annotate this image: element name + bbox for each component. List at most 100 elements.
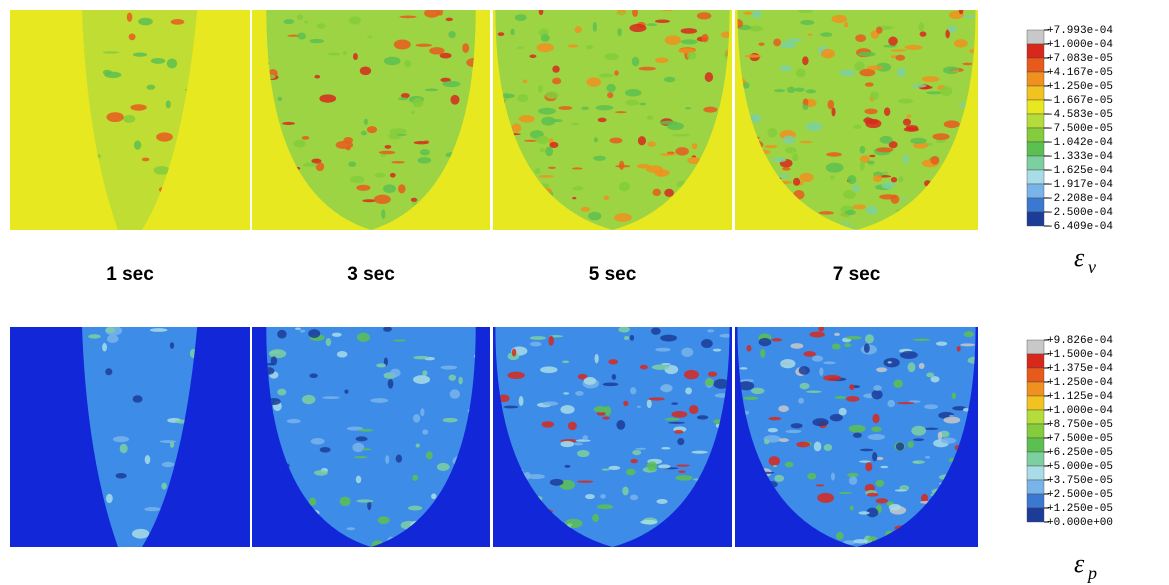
texture-patch (852, 205, 866, 210)
texture-patch (697, 415, 709, 419)
texture-patch (769, 417, 782, 420)
texture-patch (510, 29, 514, 36)
texture-patch (277, 389, 286, 396)
texture-patch (701, 34, 708, 42)
texture-patch (835, 396, 847, 399)
texture-patch (630, 387, 636, 394)
texture-patch (507, 372, 524, 379)
texture-patch (930, 156, 939, 165)
legend-label: +1.375e-04 (1047, 363, 1113, 375)
texture-patch (903, 155, 909, 164)
texture-patch (626, 469, 636, 476)
texture-patch (919, 363, 925, 369)
texture-patch (883, 171, 888, 176)
texture-patch (550, 479, 564, 486)
texture-patch (297, 14, 303, 20)
texture-patch (708, 372, 717, 377)
texture-patch (872, 414, 879, 424)
texture-patch (632, 57, 640, 66)
texture-patch (807, 473, 816, 480)
texture-patch (585, 494, 595, 499)
texture-patch (319, 94, 336, 102)
texture-patch (563, 392, 569, 394)
texture-patch (655, 19, 670, 23)
texture-patch (413, 98, 423, 108)
texture-patch (524, 140, 537, 142)
texture-patch (764, 439, 769, 444)
texture-patch (780, 42, 796, 49)
texture-patch (583, 435, 588, 440)
texture-patch (398, 97, 408, 100)
texture-patch (623, 401, 628, 406)
texture-patch (545, 91, 558, 99)
texture-patch (558, 106, 572, 110)
texture-patch (295, 327, 301, 330)
texture-patch (876, 367, 887, 372)
texture-patch (675, 475, 692, 481)
texture-patch (651, 328, 661, 335)
texture-patch (284, 19, 295, 24)
legend-label: +4.167e-05 (1047, 67, 1113, 79)
texture-patch (113, 436, 129, 442)
texture-patch (873, 175, 882, 182)
texture-patch (681, 348, 693, 357)
texture-patch (145, 455, 151, 464)
texture-patch (300, 330, 306, 333)
texture-patch (799, 366, 810, 375)
texture-patch (326, 338, 332, 346)
legend-label: -1.917e-04 (1047, 179, 1113, 191)
texture-patch (364, 119, 368, 125)
texture-patch (399, 16, 416, 19)
texture-patch (269, 349, 286, 358)
texture-patch (344, 390, 348, 394)
legend-swatch (1027, 198, 1044, 212)
texture-patch (882, 182, 895, 189)
texture-patch (356, 436, 368, 441)
texture-patch (584, 377, 596, 385)
texture-patch (910, 138, 926, 144)
texture-patch (132, 529, 149, 539)
texture-patch (809, 331, 824, 337)
texture-patch (120, 444, 128, 453)
texture-patch (639, 103, 646, 106)
legend-subscript: v (1088, 257, 1096, 277)
texture-patch (271, 356, 277, 365)
texture-patch (844, 22, 848, 27)
texture-patch (767, 128, 777, 138)
texture-patch (572, 197, 576, 199)
texture-patch (379, 151, 396, 154)
texture-patch (615, 12, 627, 14)
texture-patch (752, 11, 762, 18)
texture-patch (138, 18, 153, 26)
texture-patch (743, 82, 750, 89)
texture-patch (926, 91, 942, 94)
texture-patch (902, 197, 907, 200)
figure: 1 sec3 sec5 sec7 sec+7.993e-04+1.000e-04… (0, 0, 1169, 585)
texture-patch (309, 373, 317, 378)
texture-patch (893, 380, 903, 388)
texture-patch (843, 190, 856, 199)
texture-patch (603, 196, 609, 200)
texture-patch (948, 25, 957, 32)
texture-patch (912, 460, 925, 464)
texture-patch (959, 8, 963, 15)
texture-patch (918, 22, 924, 31)
texture-patch (530, 342, 542, 347)
legend-swatch (1027, 452, 1044, 466)
legend-label: +7.993e-04 (1047, 25, 1113, 37)
texture-patch (530, 336, 546, 340)
texture-patch (898, 99, 914, 104)
legend-label: +7.083e-05 (1047, 53, 1113, 65)
texture-patch (171, 19, 185, 25)
texture-patch (677, 438, 684, 445)
texture-patch (660, 385, 673, 391)
texture-patch (596, 105, 614, 110)
texture-patch (170, 441, 174, 448)
texture-patch (891, 177, 897, 182)
texture-patch (655, 348, 670, 352)
texture-patch (703, 107, 717, 113)
texture-patch (652, 364, 670, 370)
texture-patch (860, 146, 866, 154)
texture-patch (617, 28, 621, 36)
texture-patch (905, 45, 923, 50)
